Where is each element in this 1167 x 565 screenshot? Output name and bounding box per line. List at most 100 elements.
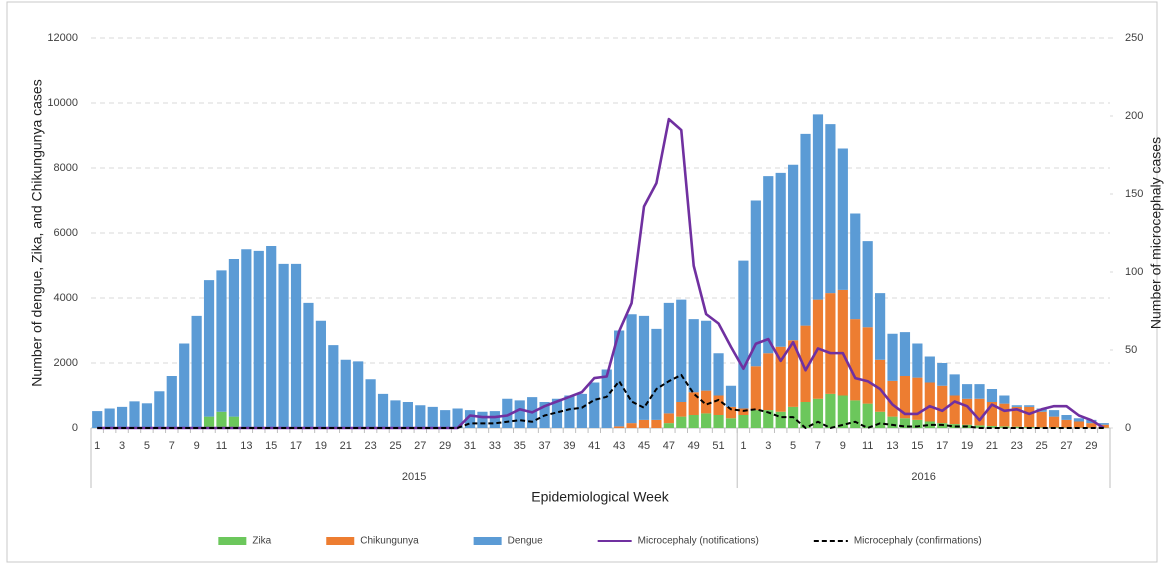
bar	[228, 259, 240, 417]
x-tick-label: 23	[1011, 440, 1023, 452]
line	[97, 117, 1105, 430]
bar	[203, 280, 215, 417]
bar	[837, 395, 848, 428]
bar	[1011, 406, 1022, 427]
group-label: 2015	[402, 471, 426, 483]
bar	[651, 419, 662, 428]
bar	[1048, 410, 1060, 417]
legend-label: Zika	[252, 536, 271, 547]
x-tick-label: 5	[790, 440, 796, 452]
x-tick-label: 27	[1060, 440, 1072, 452]
legend-label: Microcephaly (notifications)	[638, 536, 759, 547]
bar	[738, 415, 749, 428]
bar	[328, 345, 339, 428]
bar	[775, 172, 786, 347]
bar	[999, 403, 1010, 427]
bar	[129, 401, 140, 428]
bar	[775, 411, 786, 428]
bar	[365, 379, 376, 428]
bar	[1036, 411, 1047, 428]
bar	[800, 133, 811, 326]
bar	[1086, 423, 1097, 428]
bar	[166, 376, 177, 428]
bar	[701, 390, 712, 414]
bar	[750, 200, 761, 367]
bar	[875, 411, 886, 428]
x-tick-label: 45	[638, 440, 650, 452]
x-tick-label: 47	[663, 440, 675, 452]
bar	[638, 419, 650, 428]
bar	[961, 384, 973, 399]
bar	[589, 382, 600, 428]
y-tick-label: 12000	[47, 32, 78, 44]
bar	[974, 425, 985, 428]
y2-tick-label: 150	[1125, 188, 1143, 200]
legend-label: Dengue	[508, 536, 543, 547]
bar	[800, 325, 811, 402]
bar	[825, 293, 836, 394]
x-tick-label: 43	[613, 440, 625, 452]
bar	[216, 270, 227, 412]
bar	[278, 263, 289, 428]
bar	[464, 410, 476, 428]
bar	[1098, 424, 1109, 428]
y-tick-label: 8000	[54, 162, 78, 174]
x-tick-label: 11	[862, 440, 873, 452]
bar	[1061, 419, 1072, 428]
frame	[6, 1, 1158, 563]
bar	[1024, 406, 1035, 428]
y-tick-label: 4000	[54, 292, 78, 304]
bar	[253, 250, 264, 428]
bar	[676, 299, 687, 402]
bar	[1036, 427, 1047, 428]
bar	[887, 416, 898, 428]
x-tick-label: 15	[265, 440, 277, 452]
x-tick-label: 3	[765, 440, 771, 452]
bar	[576, 393, 587, 428]
bar	[812, 398, 824, 428]
y2-tick-label: 250	[1125, 32, 1143, 44]
bar	[763, 176, 774, 354]
legend-swatch	[218, 537, 247, 545]
x-tick-label: 39	[563, 440, 575, 452]
bar	[663, 413, 674, 424]
bar	[676, 402, 687, 417]
bar	[626, 423, 637, 428]
y-tick-label: 10000	[47, 97, 78, 109]
bar	[1024, 405, 1035, 407]
x-tick-label: 21	[986, 440, 998, 452]
bar	[489, 411, 500, 428]
bar	[626, 314, 637, 424]
bar	[688, 319, 699, 393]
bar	[949, 424, 960, 428]
bar	[303, 302, 314, 428]
y2-tick-label: 200	[1125, 110, 1143, 122]
bar	[1061, 415, 1072, 420]
bar	[241, 249, 252, 428]
bar	[949, 374, 960, 396]
bar	[899, 376, 911, 419]
bar	[141, 403, 153, 428]
bar	[887, 333, 898, 381]
x-tick-label: 25	[389, 440, 401, 452]
x-tick-label: 35	[514, 440, 526, 452]
bar	[713, 395, 724, 415]
bar	[663, 302, 674, 414]
bar	[104, 408, 115, 428]
bar	[340, 359, 351, 428]
x-tick-label: 49	[688, 440, 700, 452]
x-tick-label: 29	[1085, 440, 1097, 452]
bar	[999, 395, 1010, 404]
y2-tick-label: 0	[1125, 422, 1131, 434]
bar	[825, 124, 836, 294]
legend-label: Microcephaly (confirmations)	[854, 536, 982, 547]
bar	[949, 395, 960, 425]
bar	[850, 319, 861, 401]
bar	[713, 353, 724, 396]
bar	[440, 410, 451, 428]
x-tick-label: 51	[712, 440, 724, 452]
x-tick-label: 7	[169, 440, 175, 452]
x-tick-label: 13	[886, 440, 898, 452]
x-tick-label: 37	[538, 440, 550, 452]
